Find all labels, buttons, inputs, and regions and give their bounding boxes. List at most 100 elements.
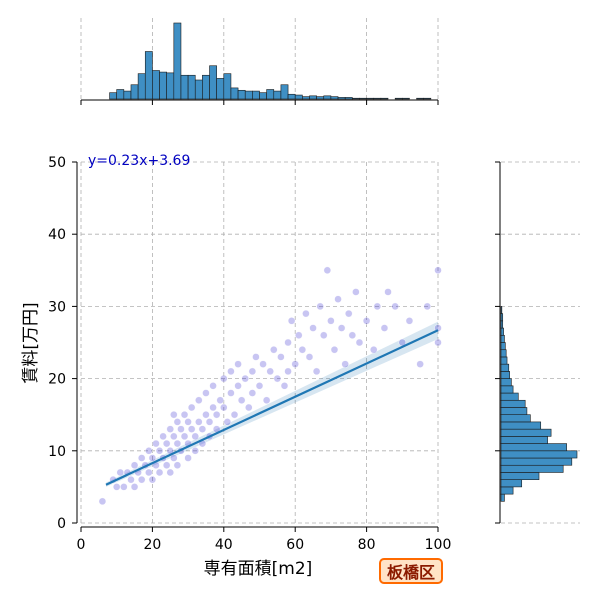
scatter-point	[341, 360, 349, 368]
y-histogram-bar	[500, 371, 510, 379]
scatter-point	[330, 346, 339, 354]
x-histogram-bar	[209, 65, 217, 100]
scatter-point	[323, 266, 332, 274]
scatter-point	[212, 411, 221, 419]
scatter-point	[127, 475, 135, 484]
scatter-point	[270, 346, 278, 354]
scatter-point	[266, 367, 274, 376]
x-histogram-bar	[152, 70, 160, 100]
scatter-point	[209, 382, 217, 390]
y-tick-label: 50	[48, 155, 66, 171]
x-histogram-bar	[280, 84, 289, 100]
regression-line-group	[105, 329, 439, 486]
y-histogram-bar	[500, 493, 505, 502]
scatter-point	[434, 324, 442, 332]
scatter-point	[191, 432, 199, 441]
scatter-point	[202, 411, 210, 419]
x-histogram-bar	[294, 94, 303, 100]
y-histogram-bar	[500, 436, 548, 444]
scatter-point	[337, 324, 346, 332]
scatter-point	[262, 396, 271, 404]
scatter-point	[302, 309, 310, 318]
x-histogram-bar	[123, 90, 132, 100]
scatter-point	[198, 425, 207, 433]
y-histogram-bar	[500, 349, 507, 358]
y-histogram-bar	[500, 363, 510, 372]
scatter-point	[255, 382, 264, 390]
scatter-point	[223, 418, 232, 426]
scatter-point	[177, 425, 185, 433]
scatter-point	[137, 454, 146, 462]
x-histogram-bar	[302, 96, 310, 100]
scatter-point	[434, 266, 442, 274]
scatter-point	[202, 389, 210, 397]
scatter-point	[298, 346, 307, 354]
x-histogram-bar	[180, 74, 189, 100]
scatter-point	[277, 353, 285, 361]
scatter-point	[362, 317, 371, 325]
scatter-point	[284, 338, 292, 347]
scatter-point	[370, 346, 378, 354]
scatter-point	[130, 461, 139, 469]
scatter-point	[259, 360, 267, 368]
scatter-point	[148, 475, 157, 484]
y-histogram-bar	[500, 457, 573, 466]
scatter-point	[173, 461, 182, 469]
y-histogram-bar	[500, 306, 503, 314]
x-histogram-bar	[166, 72, 175, 100]
scatter-point	[216, 396, 224, 404]
scatter-point	[130, 483, 139, 491]
x-tick-label: 40	[215, 537, 233, 553]
scatter-point	[173, 439, 182, 448]
x-histogram-bar	[394, 97, 403, 100]
axes	[72, 161, 439, 532]
x-histogram-bar	[266, 89, 275, 100]
y-tick-label: 20	[48, 372, 66, 388]
scatter-point	[391, 302, 399, 311]
scatter-point	[345, 309, 353, 318]
x-histogram-bar	[287, 93, 296, 100]
y-histogram-bar	[500, 327, 504, 336]
scatter-point	[166, 425, 174, 433]
scatter-point	[220, 374, 228, 383]
y-tick-label: 10	[48, 444, 66, 460]
y-histogram-bar	[500, 443, 567, 452]
x-tick-label: 0	[77, 537, 86, 553]
x-histogram-bar	[359, 97, 367, 100]
y-axis-label: 賃料[万円]	[21, 302, 41, 383]
y-histogram-bar	[500, 378, 512, 387]
scatter-points	[98, 266, 442, 506]
scatter-point	[191, 447, 199, 455]
scatter-point	[273, 374, 282, 383]
scatter-point	[116, 468, 124, 477]
scatter-point	[230, 411, 239, 419]
y-histogram-bar	[500, 385, 514, 394]
x-histogram-bar	[309, 95, 317, 100]
grid-lines	[80, 161, 439, 524]
x-marginal-histogram	[80, 18, 439, 105]
scatter-point	[195, 418, 203, 426]
y-histogram-bar	[500, 334, 505, 343]
scatter-point	[352, 288, 360, 296]
x-histogram-bar	[202, 74, 210, 100]
scatter-point	[248, 367, 257, 376]
x-histogram-bar	[373, 97, 382, 100]
scatter-point	[252, 353, 260, 361]
y-histogram-bar	[500, 472, 540, 480]
scatter-point	[145, 468, 153, 477]
x-histogram-bar	[416, 97, 425, 100]
x-histogram-bar	[401, 97, 410, 100]
scatter-point	[155, 447, 164, 455]
y-histogram-bar	[500, 414, 531, 423]
x-tick-label: 20	[143, 537, 161, 553]
scatter-point	[320, 331, 328, 339]
y-histogram-bar	[500, 479, 523, 488]
y-histogram-bar	[500, 392, 519, 401]
y-marginal-histogram	[495, 161, 580, 524]
y-histogram-bar	[500, 486, 514, 495]
regression-line	[105, 329, 439, 486]
scatter-point	[187, 403, 196, 412]
scatter-point	[309, 324, 317, 332]
scatter-point	[295, 331, 303, 339]
